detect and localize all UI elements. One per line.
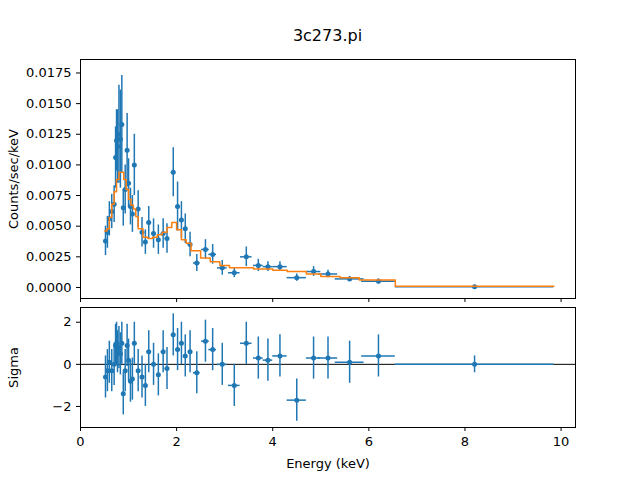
svg-text:2: 2 [63, 314, 71, 329]
svg-text:Counts/sec/keV: Counts/sec/keV [6, 129, 21, 229]
svg-text:2: 2 [172, 434, 180, 449]
svg-text:0.0150: 0.0150 [26, 96, 72, 111]
svg-text:0.0000: 0.0000 [26, 280, 72, 295]
html-text:3c273.pi: 3c273.pi [292, 26, 363, 45]
svg-text:Energy (keV): Energy (keV) [286, 456, 370, 471]
svg-text:0.0175: 0.0175 [26, 65, 72, 80]
svg-text:0.0025: 0.0025 [26, 249, 72, 264]
svg-text:0.0050: 0.0050 [26, 218, 72, 233]
svg-text:Sigma: Sigma [6, 347, 21, 388]
svg-text:0: 0 [63, 357, 71, 372]
svg-text:10: 10 [553, 434, 570, 449]
svg-text:4: 4 [269, 434, 277, 449]
svg-text:0.0100: 0.0100 [26, 157, 72, 172]
svg-text:0: 0 [76, 434, 84, 449]
svg-text:0.0075: 0.0075 [26, 188, 72, 203]
svg-text:8: 8 [461, 434, 469, 449]
svg-text:6: 6 [365, 434, 373, 449]
svg-text:−2: −2 [52, 399, 71, 414]
svg-text:0.0125: 0.0125 [26, 126, 72, 141]
